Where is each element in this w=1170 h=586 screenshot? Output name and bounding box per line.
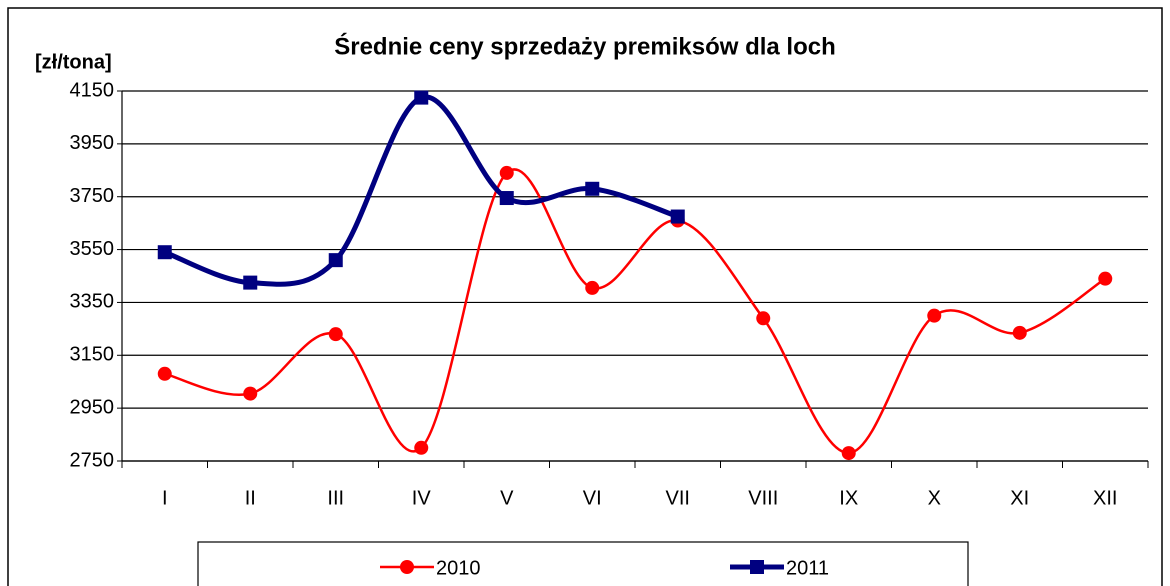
x-tick-label: II — [245, 487, 256, 509]
x-tick-label: VIII — [748, 487, 778, 509]
data-point — [328, 327, 343, 342]
data-point — [414, 90, 429, 105]
data-point — [841, 446, 856, 461]
x-tick-label: III — [327, 487, 344, 509]
y-tick-label: 3350 — [70, 291, 115, 313]
y-tick-label: 3550 — [70, 238, 115, 260]
y-tick-label: 3750 — [70, 185, 115, 207]
y-tick-label: 3150 — [70, 344, 115, 366]
x-tick-label: X — [928, 487, 941, 509]
legend-marker — [400, 560, 414, 574]
y-tick-label: 3950 — [70, 132, 115, 154]
x-tick-label: VI — [583, 487, 602, 509]
x-tick-label: XII — [1093, 487, 1117, 509]
x-tick-label: IX — [839, 487, 858, 509]
data-point — [1098, 271, 1113, 286]
chart-frame — [7, 7, 1163, 586]
data-point — [328, 253, 343, 268]
chart-title: Średnie ceny sprzedaży premiksów dla loc… — [334, 32, 836, 60]
data-point — [499, 165, 514, 180]
x-tick-label: IV — [412, 487, 432, 509]
x-tick-label: XI — [1010, 487, 1029, 509]
x-tick-label: I — [162, 487, 168, 509]
data-point — [157, 245, 172, 260]
y-tick-label: 2950 — [70, 396, 115, 418]
legend-box — [197, 541, 969, 586]
legend-label: 2010 — [436, 557, 481, 579]
legend-label: 2011 — [786, 557, 829, 579]
x-tick-label: V — [500, 487, 514, 509]
data-point — [585, 280, 600, 295]
y-tick-label: 2750 — [70, 449, 115, 471]
data-point — [157, 366, 172, 381]
y-axis-label: [zł/tona] — [35, 51, 112, 73]
data-point — [1012, 325, 1027, 340]
data-point — [243, 386, 258, 401]
x-tick-label: VII — [666, 487, 690, 509]
data-point — [670, 209, 685, 224]
legend-marker — [750, 560, 764, 574]
data-point — [927, 308, 942, 323]
y-tick-label: 4150 — [70, 79, 115, 101]
data-point — [756, 311, 771, 326]
data-point — [585, 181, 600, 196]
data-point — [243, 275, 258, 290]
data-point — [499, 191, 514, 206]
data-point — [414, 440, 429, 455]
